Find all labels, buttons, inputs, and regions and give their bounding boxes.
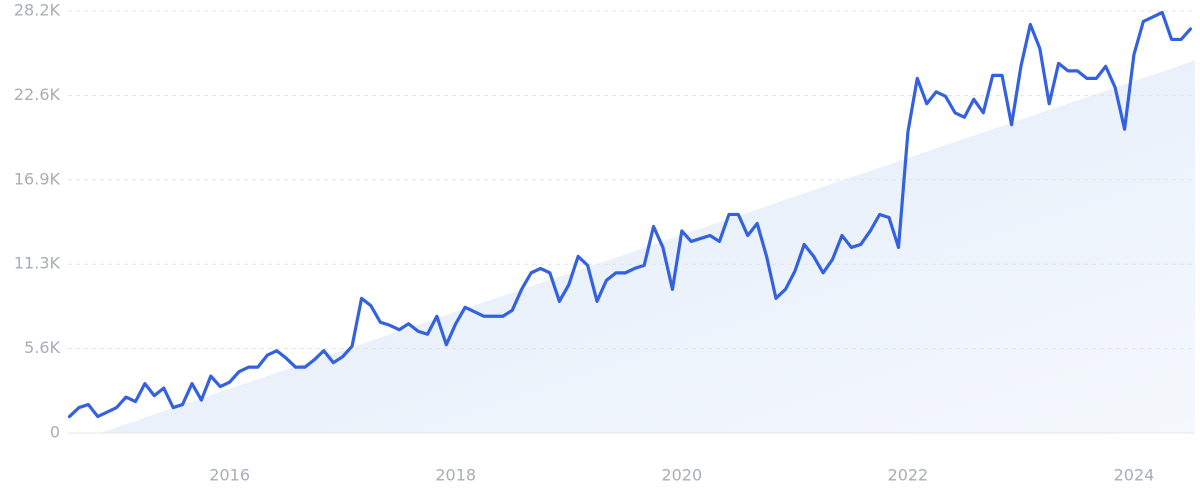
- x-tick-label: 2016: [209, 466, 250, 485]
- y-tick-label: 0: [50, 423, 60, 442]
- y-tick-label: 28.2K: [14, 1, 61, 20]
- trend-area: [99, 60, 1195, 433]
- x-tick-label: 2022: [888, 466, 929, 485]
- y-tick-label: 16.9K: [14, 169, 61, 188]
- x-tick-label: 2024: [1114, 466, 1155, 485]
- y-tick-label: 5.6K: [24, 338, 60, 357]
- x-tick-label: 2018: [435, 466, 476, 485]
- y-tick-label: 11.3K: [14, 254, 61, 273]
- x-tick-label: 2020: [661, 466, 702, 485]
- data-line: [67, 10, 1193, 419]
- y-tick-label: 22.6K: [14, 85, 61, 104]
